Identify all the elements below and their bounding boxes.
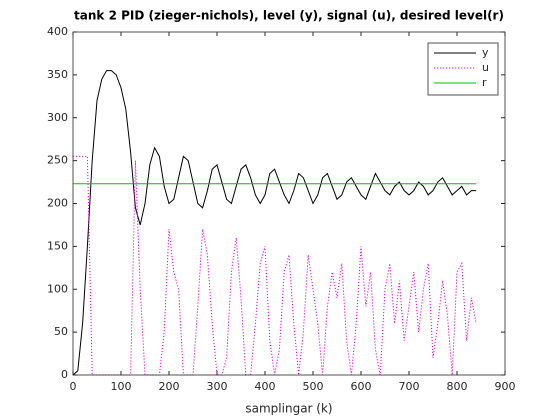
x-tick-label: 600 — [351, 380, 372, 393]
legend-label: u — [482, 61, 489, 74]
x-tick-label: 800 — [447, 380, 468, 393]
y-tick-label: 50 — [54, 325, 68, 338]
y-tick-label: 350 — [47, 68, 68, 81]
y-tick-label: 300 — [47, 111, 68, 124]
x-tick-label: 400 — [255, 380, 276, 393]
y-tick-label: 150 — [47, 239, 68, 252]
legend-label: y — [482, 46, 489, 59]
y-tick-label: 400 — [47, 25, 68, 38]
x-tick-label: 900 — [495, 380, 516, 393]
x-tick-label: 700 — [399, 380, 420, 393]
x-tick-label: 300 — [207, 380, 228, 393]
y-tick-label: 0 — [61, 368, 68, 381]
chart-title: tank 2 PID (zieger-nichols), level (y), … — [74, 9, 504, 23]
legend-box — [427, 42, 499, 96]
axes-box — [72, 31, 506, 376]
x-tick-label: 100 — [111, 380, 132, 393]
x-tick-label: 200 — [159, 380, 180, 393]
y-tick-label: 250 — [47, 154, 68, 167]
x-axis-label: samplingar (k) — [245, 402, 332, 416]
x-tick-label: 500 — [303, 380, 324, 393]
x-tick-label: 0 — [70, 380, 77, 393]
y-tick-label: 200 — [47, 197, 68, 210]
series-line — [72, 70, 477, 376]
y-tick-label: 100 — [47, 282, 68, 295]
legend-label: r — [482, 76, 487, 89]
